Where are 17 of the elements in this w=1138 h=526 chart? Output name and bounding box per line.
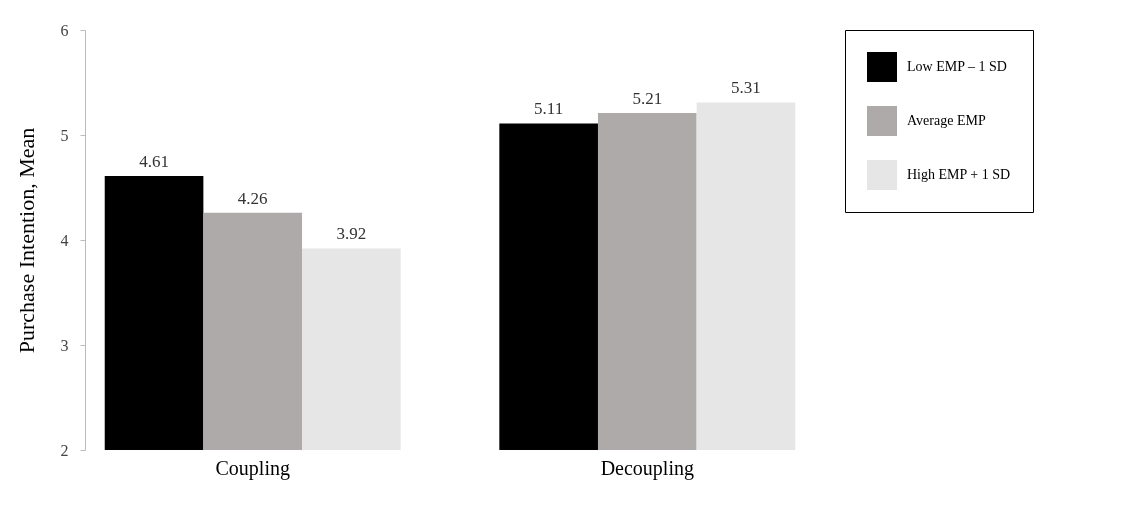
- y-tick-label: 2: [60, 441, 69, 459]
- y-tick-label: 6: [60, 21, 69, 39]
- data-label: 4.61: [139, 151, 169, 171]
- data-label: 5.31: [731, 78, 761, 98]
- data-label: 5.21: [632, 88, 663, 108]
- x-tick-label: Decoupling: [600, 456, 694, 480]
- legend-label: High EMP + 1 SD: [907, 167, 1011, 182]
- y-axis-title: Purchase Intention, Mean: [13, 127, 39, 354]
- x-tick-label: Coupling: [215, 456, 290, 480]
- data-label: 5.11: [534, 99, 564, 119]
- y-tick-label: 4: [60, 231, 69, 249]
- legend-label: Low EMP – 1 SD: [907, 59, 1007, 74]
- legend-label: Average EMP: [907, 113, 986, 128]
- data-label: 4.26: [237, 188, 268, 208]
- y-tick-label: 3: [60, 336, 69, 354]
- y-tick-label: 5: [60, 126, 69, 144]
- data-label: 3.92: [336, 224, 367, 244]
